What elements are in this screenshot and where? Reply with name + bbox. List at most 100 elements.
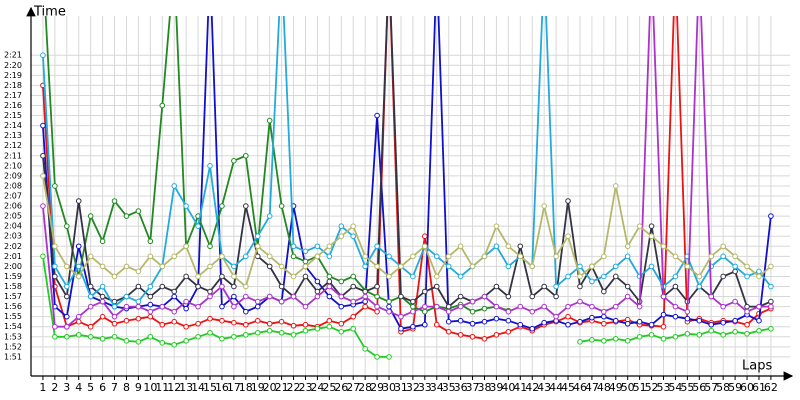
lap-marker — [87, 323, 94, 330]
lap-marker — [64, 223, 70, 229]
lap-marker — [505, 263, 512, 270]
lap-marker — [278, 263, 285, 270]
lap-marker — [87, 293, 94, 300]
x-tick-label: 61 — [752, 381, 766, 394]
lap-marker — [720, 331, 726, 338]
x-tick-label: 32 — [406, 381, 420, 394]
y-tick-label: 2:05 — [4, 212, 22, 221]
lap-marker — [231, 333, 237, 340]
lap-marker — [529, 263, 536, 270]
lap-marker — [290, 322, 297, 329]
lap-marker — [195, 303, 201, 310]
lap-marker — [624, 293, 631, 300]
lap-marker — [266, 253, 273, 260]
lap-marker — [254, 317, 261, 324]
lap-marker — [433, 303, 440, 310]
y-tick-label: 2:09 — [4, 171, 22, 180]
lap-marker — [40, 203, 46, 209]
lap-marker — [386, 308, 392, 315]
lap-marker — [720, 273, 726, 280]
lap-marker — [374, 112, 380, 119]
lap-marker — [660, 243, 667, 250]
lap-marker — [314, 243, 321, 250]
x-tick-label: 38 — [477, 381, 491, 394]
series-line — [42, 16, 772, 330]
lap-marker — [171, 183, 178, 189]
lap-marker — [290, 253, 297, 260]
lap-marker — [589, 278, 595, 285]
lap-marker — [589, 303, 595, 310]
lap-marker — [601, 338, 607, 344]
lap-marker — [207, 243, 213, 250]
lap-marker — [350, 298, 357, 305]
lap-marker — [684, 263, 691, 270]
y-tick-label: 2:15 — [4, 111, 22, 120]
lap-marker — [195, 320, 201, 327]
lap-marker — [171, 308, 178, 315]
lap-marker — [362, 288, 368, 295]
lap-marker — [99, 283, 106, 290]
lap-marker — [219, 317, 225, 324]
lap-marker — [445, 303, 452, 310]
lap-marker — [147, 238, 154, 245]
y-tick-label: 2:02 — [4, 242, 22, 251]
lap-marker — [159, 102, 166, 109]
lap-marker — [75, 273, 82, 280]
lap-marker — [720, 303, 726, 310]
x-tick-label: 16 — [215, 381, 229, 394]
y-tick-label: 1:57 — [4, 292, 22, 301]
lap-marker — [433, 321, 440, 328]
x-tick-label: 4 — [75, 381, 82, 394]
lap-marker — [684, 330, 691, 337]
lap-marker — [577, 273, 583, 280]
lap-marker — [135, 298, 142, 305]
x-tick-label: 17 — [227, 381, 241, 394]
lap-marker — [123, 213, 130, 219]
lap-marker — [565, 198, 571, 204]
lap-marker — [171, 318, 178, 325]
lap-marker — [493, 315, 500, 322]
lap-marker — [410, 273, 416, 280]
lap-marker — [708, 293, 715, 300]
lap-marker — [422, 321, 428, 328]
lap-marker — [278, 318, 285, 325]
x-tick-label: 21 — [275, 381, 289, 394]
lap-marker — [326, 278, 333, 285]
lap-marker — [565, 273, 571, 280]
lap-marker — [362, 298, 368, 305]
y-tick-label: 1:56 — [4, 302, 22, 311]
x-tick-label: 20 — [263, 381, 277, 394]
lap-marker — [756, 268, 762, 275]
lap-marker — [398, 293, 404, 300]
lap-marker — [338, 328, 345, 335]
lap-marker — [52, 243, 58, 250]
lap-marker — [243, 152, 249, 159]
lap-marker — [445, 263, 452, 270]
lap-marker — [589, 336, 595, 343]
lap-marker — [505, 308, 512, 315]
lap-marker — [505, 293, 512, 300]
lap-marker — [338, 278, 345, 285]
x-tick-label: 26 — [334, 381, 348, 394]
lap-marker — [744, 303, 750, 310]
lap-marker — [433, 273, 440, 280]
lap-marker — [469, 333, 476, 340]
lap-marker — [386, 253, 392, 260]
lap-marker — [672, 313, 679, 320]
y-tick-label: 2:00 — [4, 262, 22, 271]
lap-marker — [517, 303, 524, 310]
lap-marker — [398, 263, 404, 270]
lap-marker — [601, 273, 607, 280]
lap-marker — [338, 303, 345, 310]
lap-marker — [505, 243, 512, 250]
lap-marker — [481, 253, 488, 260]
lap-marker — [386, 298, 392, 305]
lap-marker — [648, 233, 655, 240]
lap-marker — [493, 283, 500, 290]
lap-marker — [254, 329, 261, 336]
x-tick-label: 25 — [322, 381, 336, 394]
lap-marker — [636, 318, 643, 325]
lap-marker — [374, 293, 380, 300]
lap-marker — [457, 303, 464, 310]
